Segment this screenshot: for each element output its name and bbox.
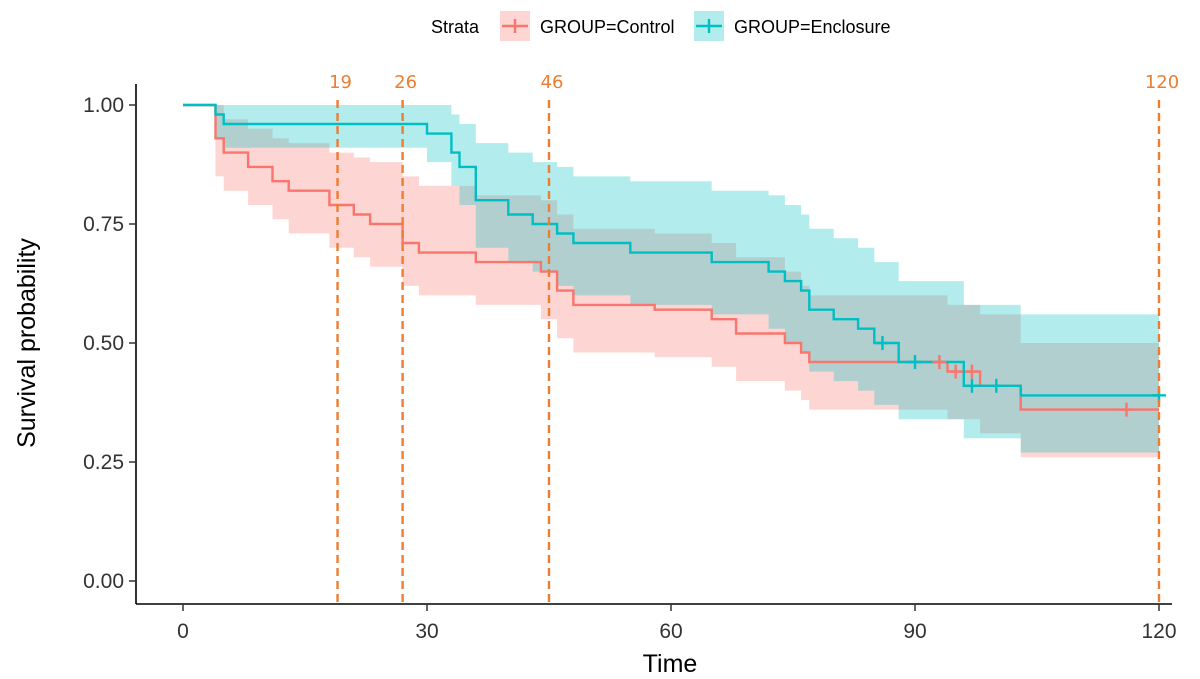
legend-label: GROUP=Control bbox=[540, 17, 675, 37]
survival-curve-0 bbox=[183, 103, 1159, 411]
legend: Strata GROUP=Control GROUP=Enclosure bbox=[431, 11, 891, 41]
x-tick-label: 0 bbox=[177, 620, 189, 643]
y-tick-label: 0.75 bbox=[83, 213, 124, 236]
survival-curves bbox=[183, 103, 1159, 411]
reference-line-label: 19 bbox=[329, 72, 352, 93]
legend-item: GROUP=Enclosure bbox=[694, 11, 891, 41]
x-tick-label: 60 bbox=[659, 620, 682, 643]
survival-curve-1 bbox=[183, 103, 1159, 397]
y-tick-label: 1.00 bbox=[83, 94, 124, 117]
legend-item: GROUP=Control bbox=[500, 11, 675, 41]
y-tick-label: 0.00 bbox=[83, 570, 124, 593]
legend-label: GROUP=Enclosure bbox=[734, 17, 891, 37]
reference-lines: 19 26 46 120 bbox=[329, 72, 1179, 604]
axes: 0 30 60 90 120 0.00 0.25 0.50 0.75 1.00 bbox=[83, 84, 1177, 643]
x-axis-title: Time bbox=[643, 650, 698, 678]
reference-line-label: 120 bbox=[1145, 72, 1179, 93]
x-tick-label: 90 bbox=[903, 620, 926, 643]
y-axis-title: Survival probability bbox=[13, 238, 41, 448]
confidence-bands bbox=[183, 105, 1159, 458]
reference-line-label: 46 bbox=[541, 72, 564, 93]
y-tick-label: 0.25 bbox=[83, 451, 124, 474]
reference-line-label: 26 bbox=[394, 72, 417, 93]
ci-band-0 bbox=[183, 105, 1159, 458]
x-tick-label: 120 bbox=[1141, 620, 1176, 643]
legend-title: Strata bbox=[431, 17, 480, 37]
y-tick-label: 0.50 bbox=[83, 332, 124, 355]
x-tick-label: 30 bbox=[415, 620, 438, 643]
censor-marks bbox=[875, 336, 1166, 417]
